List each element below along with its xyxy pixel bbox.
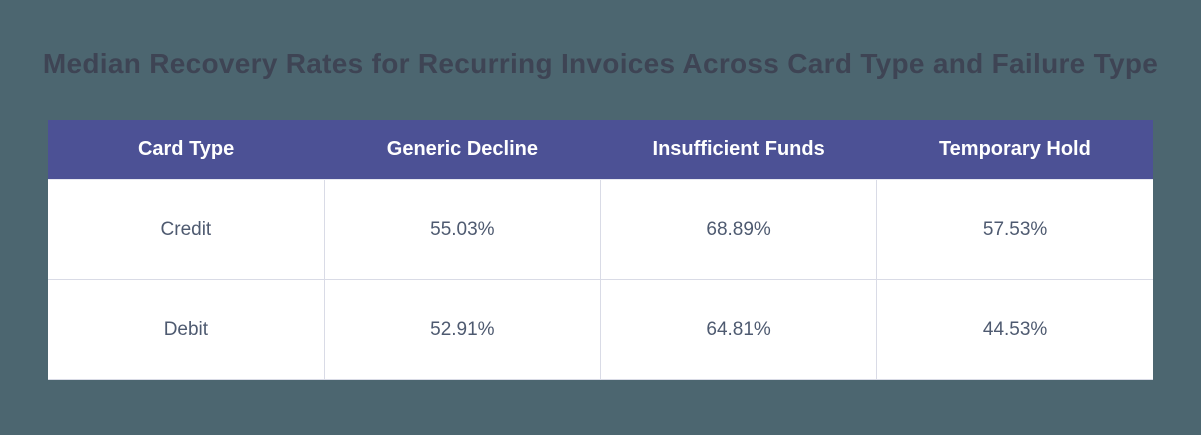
table-body: Credit 55.03% 68.89% 57.53% Debit 52.91%… bbox=[48, 179, 1153, 380]
cell-temporary-hold: 44.53% bbox=[876, 279, 1153, 380]
table-row: Debit 52.91% 64.81% 44.53% bbox=[48, 279, 1153, 380]
header-card-type: Card Type bbox=[48, 120, 325, 180]
header-insufficient-funds: Insufficient Funds bbox=[600, 120, 877, 180]
recovery-rates-table: Card Type Generic Decline Insufficient F… bbox=[48, 120, 1153, 380]
cell-generic-decline: 55.03% bbox=[323, 179, 601, 280]
cell-card-type: Debit bbox=[48, 279, 325, 380]
header-row: Card Type Generic Decline Insufficient F… bbox=[48, 120, 1153, 180]
header-temporary-hold: Temporary Hold bbox=[876, 120, 1153, 180]
cell-temporary-hold: 57.53% bbox=[876, 179, 1153, 280]
page-title: Median Recovery Rates for Recurring Invo… bbox=[42, 48, 1159, 79]
table-header: Card Type Generic Decline Insufficient F… bbox=[48, 120, 1153, 180]
cell-insufficient-funds: 68.89% bbox=[599, 179, 877, 280]
cell-insufficient-funds: 64.81% bbox=[599, 279, 877, 380]
cell-generic-decline: 52.91% bbox=[323, 279, 601, 380]
header-generic-decline: Generic Decline bbox=[324, 120, 601, 180]
table-row: Credit 55.03% 68.89% 57.53% bbox=[48, 179, 1153, 280]
cell-card-type: Credit bbox=[48, 179, 325, 280]
